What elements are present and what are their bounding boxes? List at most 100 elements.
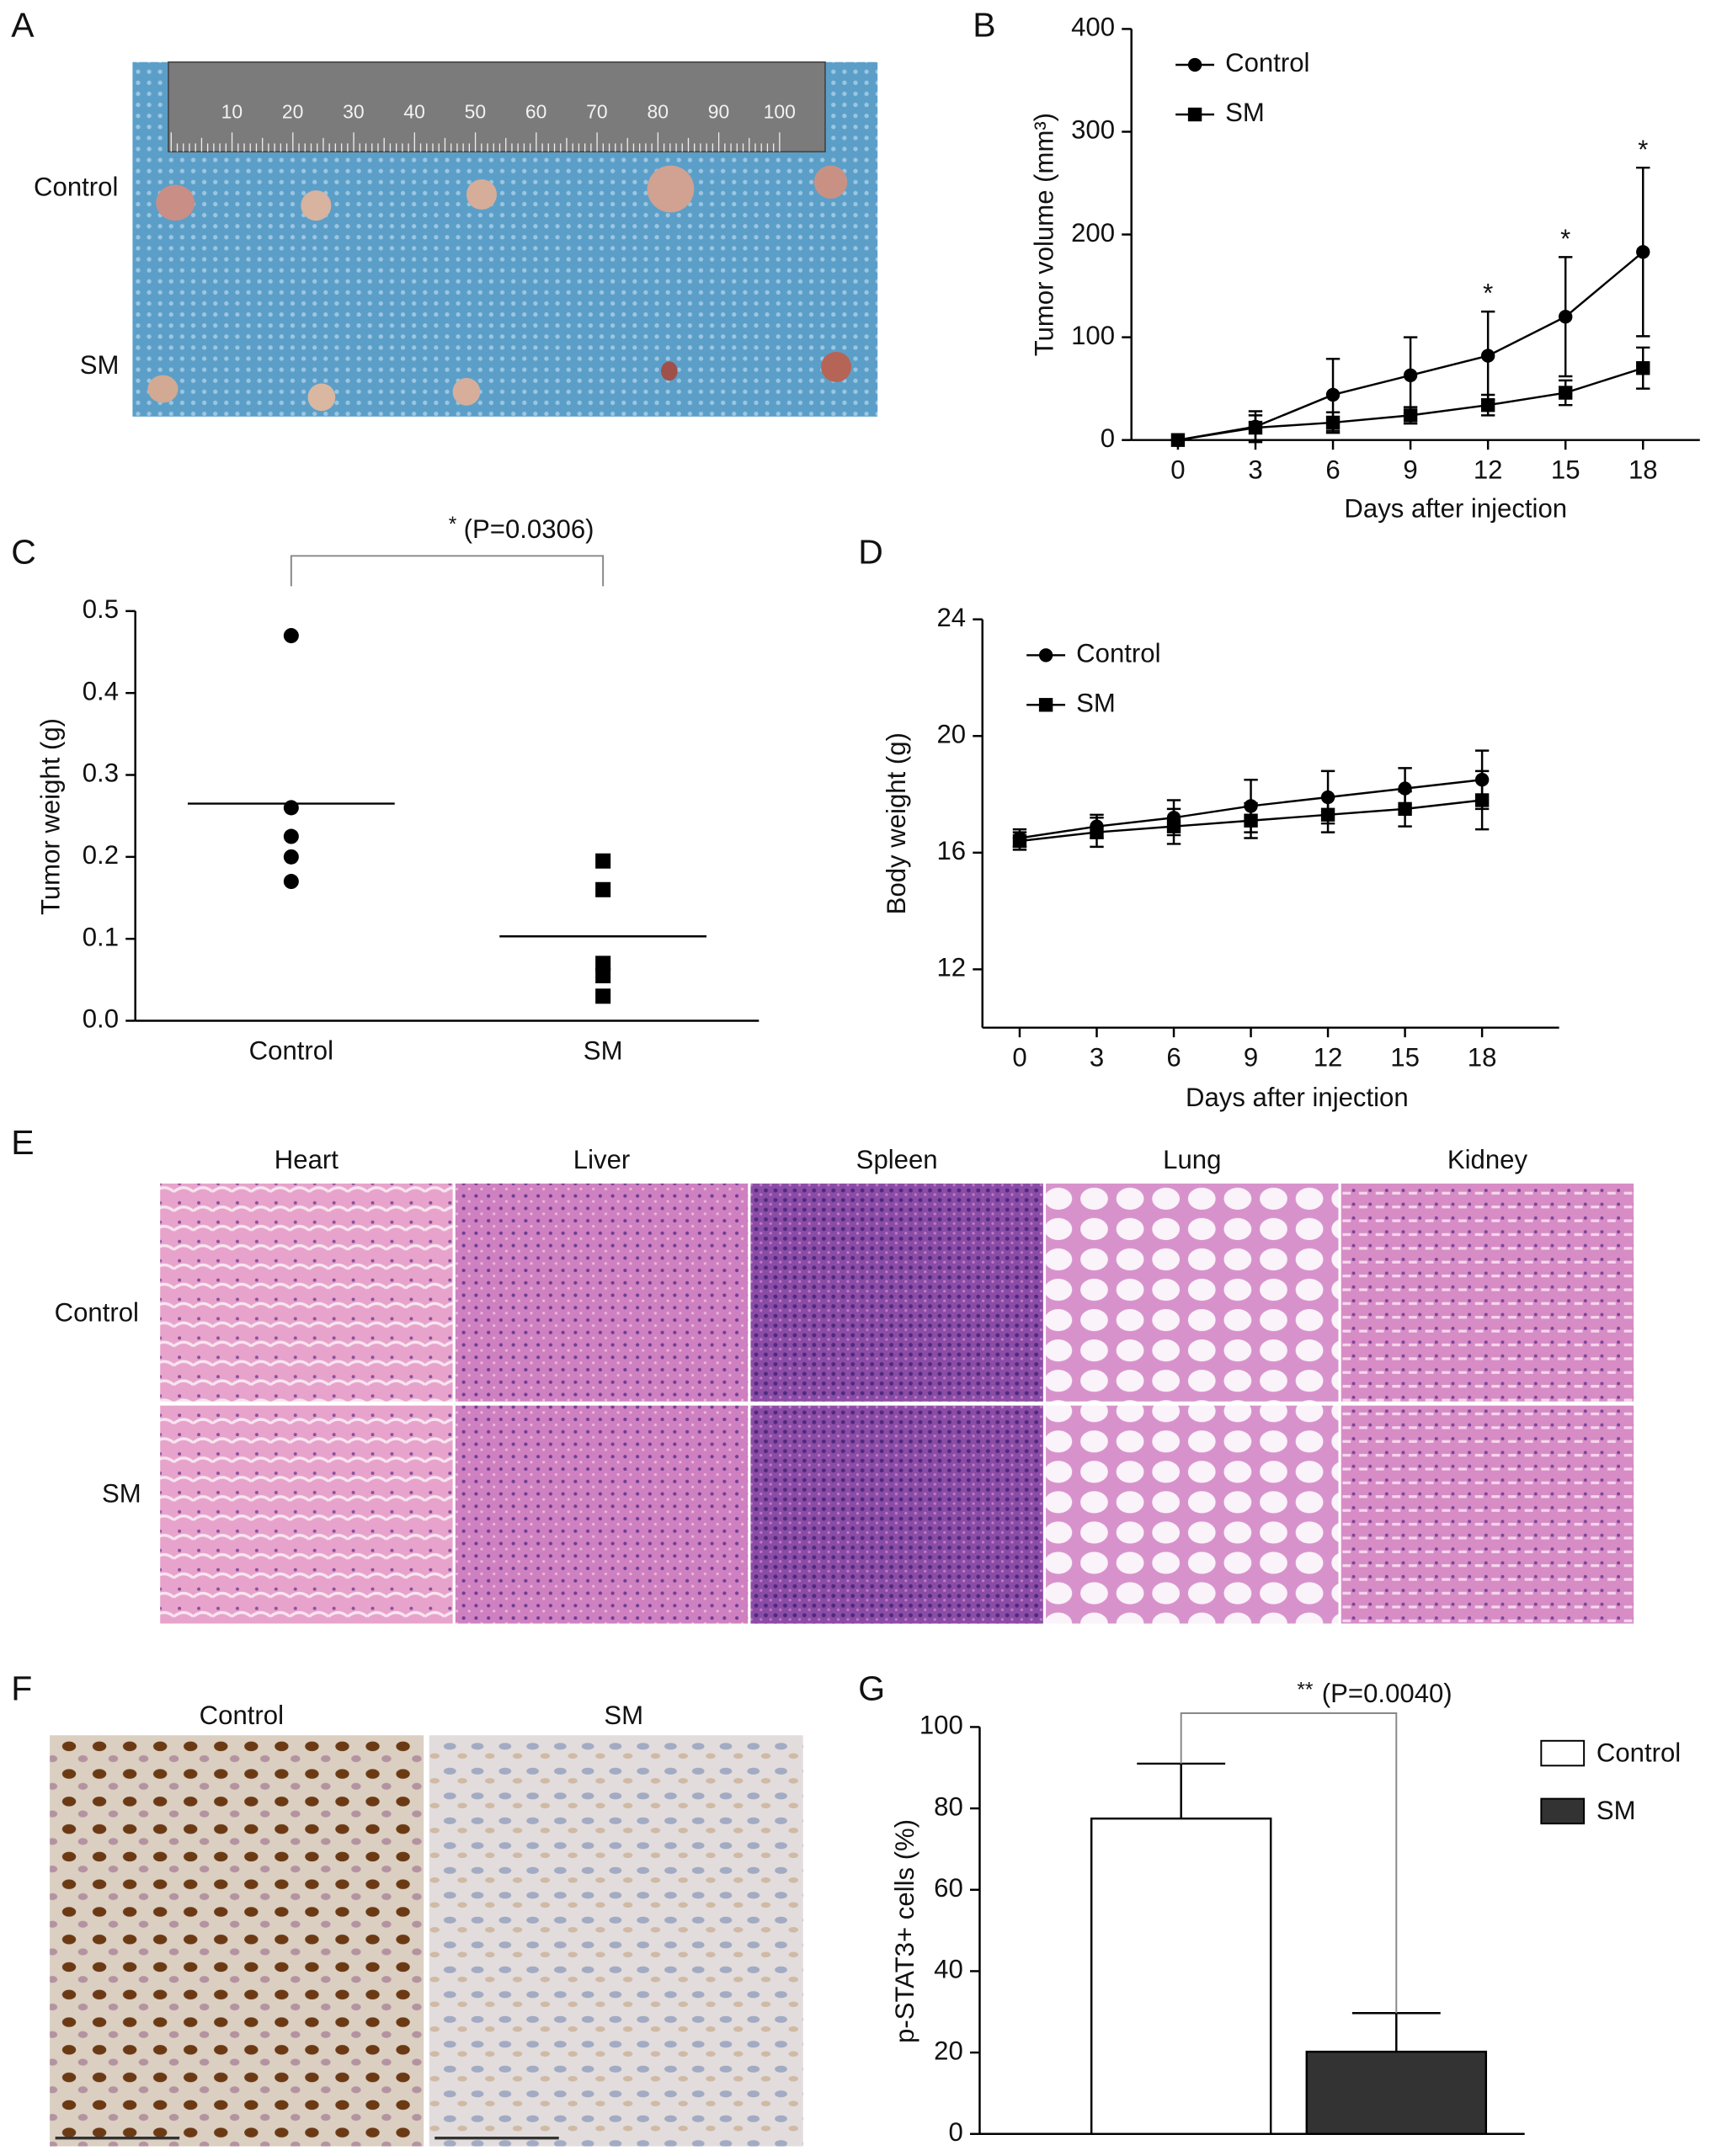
y-axis-label: p-STAT3+ cells (%): [890, 1819, 919, 2043]
panel-label: C: [11, 532, 36, 571]
ihc-photo: [429, 1735, 803, 2147]
tumor: [660, 361, 678, 381]
x-tick-label: 12: [1314, 1043, 1343, 1073]
y-tick-label: 100: [919, 1711, 963, 1740]
histology-photo: [1046, 1183, 1339, 1402]
legend-marker: [1038, 698, 1053, 712]
tumor: [307, 383, 336, 412]
ruler-label: 10: [221, 100, 243, 122]
y-tick-label: 0.1: [83, 922, 119, 951]
row-label: Control: [34, 173, 118, 202]
ruler-label: 90: [708, 100, 730, 122]
y-tick-label: 24: [936, 603, 966, 632]
y-axis-label: Tumor weight (g): [36, 718, 66, 915]
x-tick-label: 0: [1012, 1043, 1026, 1073]
x-tick-label: 6: [1166, 1043, 1181, 1073]
y-tick-label: 80: [934, 1791, 963, 1821]
marker: [1559, 310, 1573, 324]
ruler-label: 50: [465, 100, 487, 122]
p-value: (P=0.0306): [464, 514, 594, 544]
panel-label: A: [11, 6, 35, 45]
marker: [283, 828, 299, 844]
y-tick-label: 0.5: [83, 594, 119, 624]
tumor: [466, 179, 497, 210]
x-tick-label: Control: [249, 1035, 333, 1065]
ruler: [168, 61, 826, 153]
ihc-photo: [50, 1735, 424, 2147]
y-tick-label: 0: [948, 2117, 962, 2147]
legend-swatch: [1540, 1797, 1586, 1825]
tumor: [156, 184, 195, 221]
x-tick-label: 3: [1090, 1043, 1104, 1073]
significance-mark: *: [1560, 224, 1570, 253]
y-tick-label: 0.0: [83, 1004, 119, 1034]
marker: [1248, 420, 1263, 435]
column-label: SM: [604, 1701, 643, 1730]
x-axis-label: Days after injection: [1344, 493, 1567, 523]
legend-swatch: [1540, 1739, 1586, 1767]
y-tick-label: 12: [936, 953, 966, 982]
y-axis-label: Body weight (g): [882, 732, 911, 914]
tumor: [647, 165, 695, 213]
y-tick-label: 40: [934, 1955, 963, 1984]
marker: [1636, 245, 1650, 259]
significance-mark: *: [1483, 279, 1493, 308]
p-value: (P=0.0040): [1322, 1679, 1452, 1708]
x-tick-label: 12: [1474, 455, 1503, 485]
tumor: [147, 375, 179, 403]
histology-photo: [160, 1183, 453, 1402]
y-tick-label: 200: [1071, 218, 1115, 248]
marker: [1090, 825, 1104, 839]
marker: [1480, 397, 1495, 413]
marker: [1325, 387, 1341, 402]
legend-label: Control: [1225, 48, 1309, 77]
ruler-label: 30: [343, 100, 365, 122]
y-tick-label: 20: [936, 719, 966, 748]
x-tick-label: SM: [584, 1035, 623, 1065]
panel-label: B: [973, 6, 995, 45]
histology-photo: [1046, 1405, 1339, 1624]
x-tick-label: 15: [1390, 1043, 1420, 1073]
histology-photo: [455, 1405, 749, 1624]
y-tick-label: 20: [934, 2036, 963, 2065]
marker: [1244, 813, 1258, 828]
marker: [1636, 361, 1650, 375]
marker: [1480, 349, 1495, 363]
histology-photo: [750, 1405, 1043, 1624]
marker: [1012, 833, 1027, 849]
y-tick-label: 60: [934, 1873, 963, 1903]
bar: [1090, 1817, 1272, 2136]
marker: [1320, 807, 1335, 822]
column-label: Liver: [573, 1145, 630, 1174]
marker: [1325, 415, 1341, 430]
histology-photo: [160, 1405, 453, 1624]
tumor: [301, 190, 332, 221]
marker: [283, 874, 299, 890]
x-tick-label: 9: [1244, 1043, 1258, 1073]
x-tick-label: 0: [1170, 455, 1185, 485]
y-tick-label: 16: [936, 836, 966, 865]
row-label: Control: [55, 1298, 139, 1328]
row-label: SM: [80, 350, 120, 380]
error-bar: [1351, 2012, 1441, 2052]
x-tick-label: 18: [1468, 1043, 1497, 1073]
column-label: Lung: [1163, 1145, 1221, 1174]
y-tick-label: 400: [1071, 13, 1115, 42]
marker: [595, 956, 611, 972]
legend-marker: [1187, 57, 1202, 72]
ruler-label: 20: [282, 100, 304, 122]
marker: [1403, 408, 1418, 423]
panel-label: E: [11, 1123, 34, 1162]
y-axis-label: Tumor volume (mm³): [1029, 113, 1058, 356]
marker: [1170, 433, 1186, 447]
tumor: [813, 165, 848, 199]
legend-label: SM: [1225, 98, 1265, 127]
histology-photo: [750, 1183, 1043, 1402]
histology-photo: [1341, 1183, 1634, 1402]
marker: [595, 881, 611, 897]
legend-label: SM: [1076, 689, 1116, 718]
marker: [595, 988, 611, 1004]
